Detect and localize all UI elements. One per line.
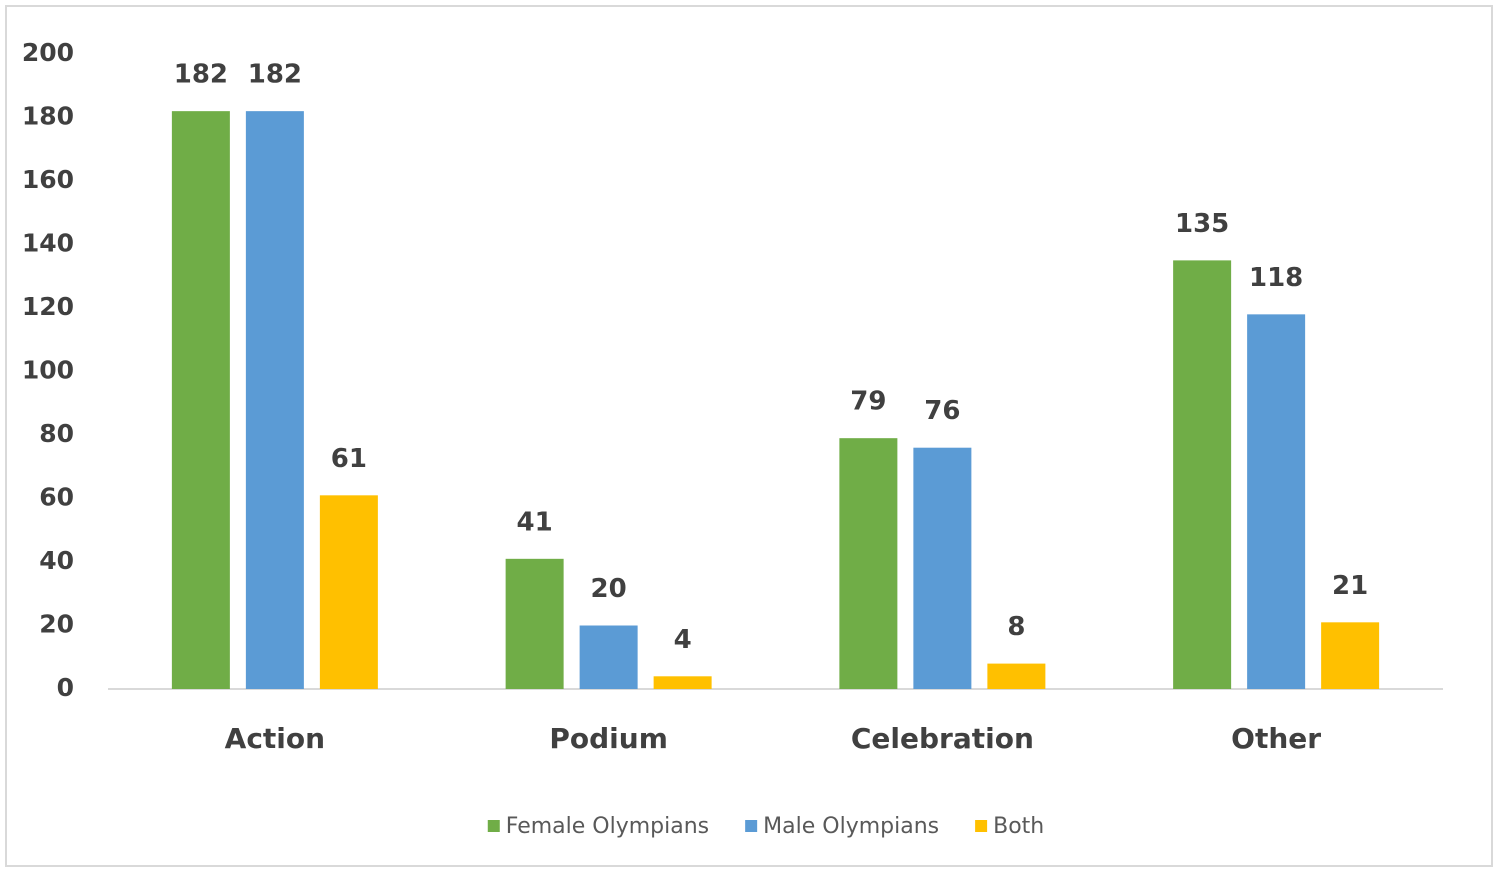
bar <box>579 625 638 689</box>
y-tick-label: 120 <box>22 292 74 321</box>
value-label: 118 <box>1249 263 1303 293</box>
value-label: 76 <box>924 396 960 426</box>
y-tick-label: 40 <box>39 546 74 575</box>
bar <box>1173 260 1232 689</box>
y-tick-label: 20 <box>39 610 74 639</box>
value-label: 41 <box>517 507 553 537</box>
bar <box>839 438 898 689</box>
value-label: 182 <box>248 60 302 90</box>
bar <box>1247 314 1306 689</box>
bar <box>913 447 972 689</box>
bar <box>171 111 230 689</box>
value-label: 21 <box>1332 571 1368 601</box>
x-tick-label: Action <box>225 722 325 755</box>
bar <box>653 676 712 689</box>
legend-swatch <box>745 820 758 832</box>
value-label: 20 <box>591 574 627 604</box>
y-tick-label: 180 <box>22 102 74 131</box>
bar <box>1321 622 1380 689</box>
legend-swatch <box>975 820 988 832</box>
legend-swatch <box>487 820 500 832</box>
y-tick-label: 80 <box>39 419 74 448</box>
value-label: 4 <box>674 625 692 655</box>
y-tick-label: 140 <box>22 229 74 258</box>
x-tick-label: Other <box>1231 722 1321 755</box>
y-tick-label: 200 <box>22 38 74 67</box>
bar <box>245 111 304 689</box>
x-tick-label: Podium <box>549 722 668 755</box>
bar <box>505 558 564 689</box>
legend-label: Male Olympians <box>763 814 939 839</box>
bar <box>319 495 378 689</box>
value-label: 182 <box>174 60 228 90</box>
bar <box>987 663 1046 689</box>
legend-label: Both <box>993 814 1044 839</box>
value-label: 135 <box>1175 209 1229 239</box>
legend-label: Female Olympians <box>506 814 709 839</box>
value-label: 79 <box>850 387 886 417</box>
y-tick-label: 160 <box>22 165 74 194</box>
x-tick-label: Celebration <box>851 722 1034 755</box>
value-label: 8 <box>1007 612 1025 642</box>
value-label: 61 <box>331 444 367 474</box>
y-tick-label: 60 <box>39 483 74 512</box>
y-tick-label: 100 <box>22 356 74 385</box>
y-tick-label: 0 <box>57 673 74 702</box>
